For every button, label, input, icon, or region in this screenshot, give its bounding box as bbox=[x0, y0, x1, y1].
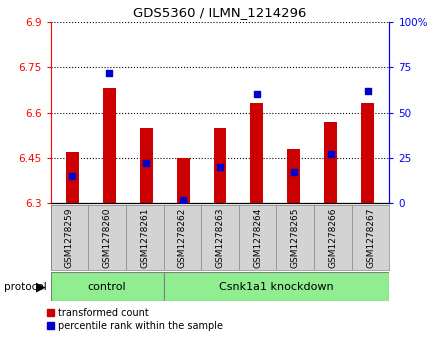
Text: GSM1278260: GSM1278260 bbox=[103, 208, 112, 268]
Text: GSM1278267: GSM1278267 bbox=[366, 208, 375, 268]
Point bbox=[327, 151, 334, 157]
Bar bbox=[140, 128, 153, 203]
Point bbox=[290, 170, 297, 175]
Text: GSM1278263: GSM1278263 bbox=[216, 208, 224, 268]
Bar bbox=[164, 272, 389, 301]
Bar bbox=[361, 103, 374, 203]
Text: GSM1278259: GSM1278259 bbox=[65, 208, 74, 268]
Text: protocol: protocol bbox=[4, 282, 47, 292]
Bar bbox=[176, 158, 190, 203]
Point bbox=[180, 197, 187, 203]
Text: GSM1278265: GSM1278265 bbox=[291, 208, 300, 268]
Bar bbox=[287, 149, 300, 203]
Point bbox=[364, 88, 371, 94]
Bar bbox=[51, 272, 164, 301]
Title: GDS5360 / ILMN_1214296: GDS5360 / ILMN_1214296 bbox=[133, 6, 307, 19]
Bar bbox=[66, 152, 79, 203]
Text: Csnk1a1 knockdown: Csnk1a1 knockdown bbox=[219, 282, 334, 292]
Point bbox=[69, 173, 76, 179]
Bar bbox=[103, 88, 116, 203]
Bar bbox=[324, 122, 337, 203]
Bar bbox=[213, 128, 227, 203]
Legend: transformed count, percentile rank within the sample: transformed count, percentile rank withi… bbox=[47, 308, 224, 331]
Text: GSM1278264: GSM1278264 bbox=[253, 208, 262, 268]
Text: control: control bbox=[88, 282, 126, 292]
Text: GSM1278261: GSM1278261 bbox=[140, 208, 149, 268]
Text: GSM1278262: GSM1278262 bbox=[178, 208, 187, 268]
Point bbox=[216, 164, 224, 170]
Text: GSM1278266: GSM1278266 bbox=[328, 208, 337, 268]
Text: ▶: ▶ bbox=[36, 280, 46, 293]
Point bbox=[143, 160, 150, 166]
Point bbox=[253, 91, 260, 97]
Point bbox=[106, 70, 113, 76]
Bar bbox=[250, 103, 264, 203]
